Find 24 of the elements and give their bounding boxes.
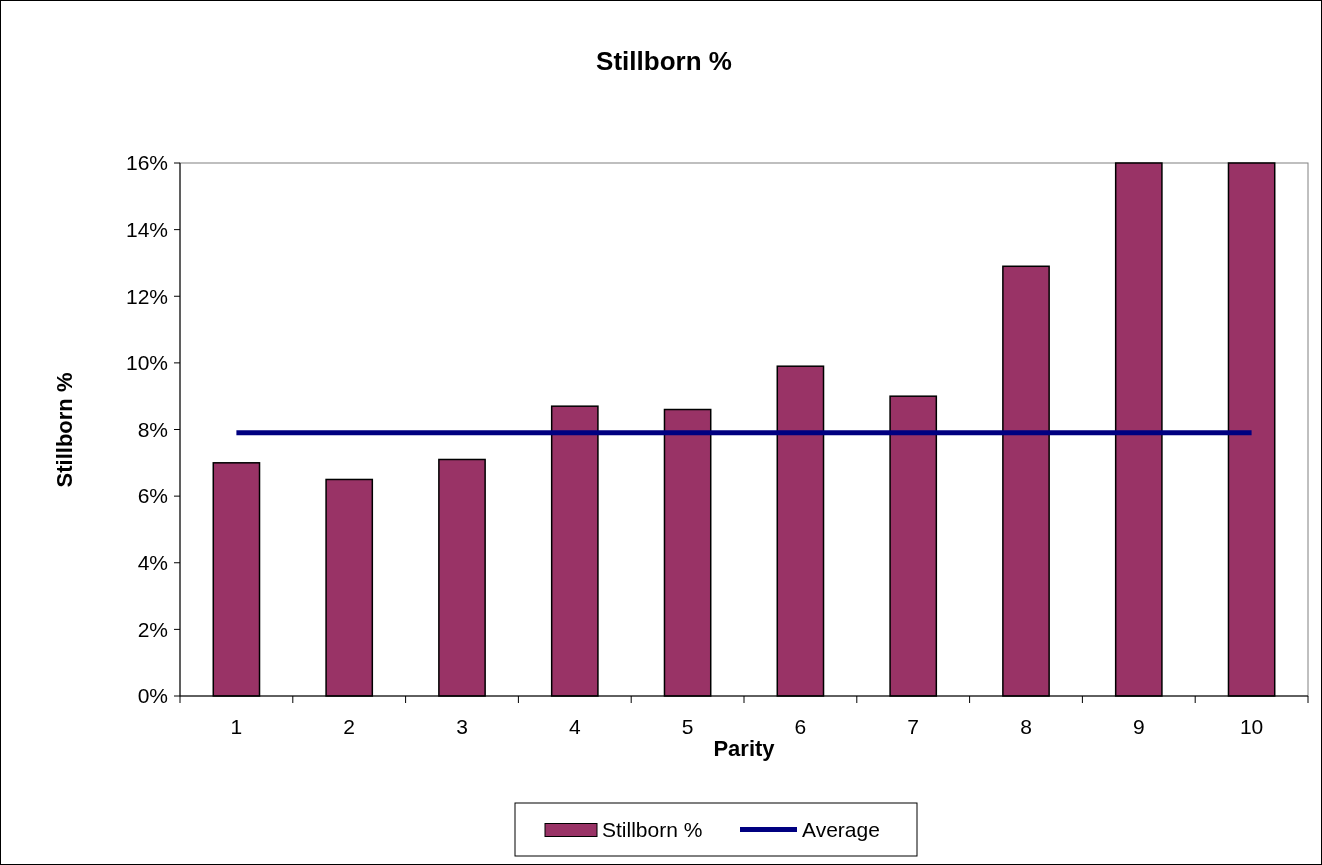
legend-label: Average xyxy=(802,817,880,841)
x-tick-label: 3 xyxy=(456,715,468,738)
chart-title: Stillborn % xyxy=(596,46,732,76)
x-tick-label: 10 xyxy=(1239,715,1264,738)
y-axis-title: Stillborn % xyxy=(52,372,77,488)
x-tick-label: 2 xyxy=(343,715,356,738)
x-tick-label: 1 xyxy=(230,715,243,738)
y-tick-label: 12% xyxy=(125,284,168,308)
x-tick-label: 7 xyxy=(907,715,920,738)
y-tick-label: 6% xyxy=(137,484,168,508)
y-tick-label: 8% xyxy=(137,417,168,441)
legend-label: Stillborn % xyxy=(602,817,703,841)
y-tick-label: 2% xyxy=(137,617,168,641)
x-axis-title: Parity xyxy=(713,736,776,761)
y-tick-label: 14% xyxy=(125,217,168,241)
x-tick-label: 5 xyxy=(681,715,694,738)
x-tick-label: 4 xyxy=(568,715,581,738)
y-tick-label: 0% xyxy=(137,684,168,708)
x-tick-label: 9 xyxy=(1132,715,1145,738)
y-tick-label: 16% xyxy=(125,151,168,175)
y-tick-label: 10% xyxy=(125,351,168,375)
x-tick-label: 6 xyxy=(794,715,807,738)
y-tick-label: 4% xyxy=(137,551,168,575)
x-tick-label: 8 xyxy=(1020,715,1032,738)
